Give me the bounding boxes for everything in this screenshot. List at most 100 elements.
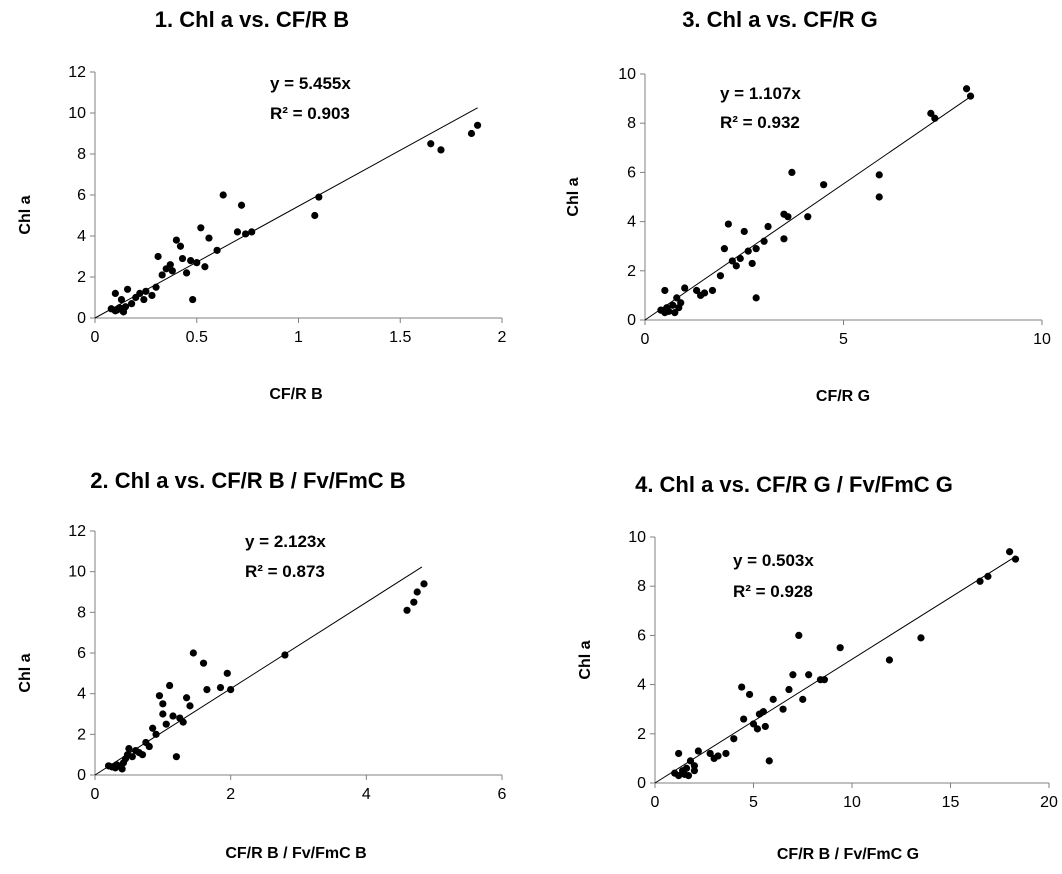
data-point	[804, 213, 812, 221]
data-point	[788, 168, 796, 176]
data-point	[233, 228, 242, 236]
chart-panel-3: 3. Chl a vs. CF/R G CF/R G Chl a y = 1.1…	[565, 7, 1051, 405]
data-point	[752, 245, 760, 253]
trend-equation-2: y = 2.123x	[245, 532, 326, 551]
data-point	[780, 235, 788, 243]
x-tick-label: 0	[91, 329, 100, 346]
data-point	[1011, 555, 1020, 563]
data-point	[760, 237, 768, 245]
data-point	[789, 671, 797, 679]
data-point	[836, 644, 844, 652]
data-point	[189, 649, 197, 657]
data-point	[693, 286, 701, 295]
y-tick-label: 6	[627, 164, 636, 181]
data-point	[145, 742, 153, 751]
x-tick-label: 6	[498, 786, 507, 803]
data-point	[744, 247, 752, 255]
x-axis-label-1: CF/R B	[269, 386, 322, 403]
data-point	[111, 289, 119, 297]
data-point	[219, 191, 227, 199]
data-point	[189, 295, 197, 304]
data-point	[241, 230, 250, 238]
data-point	[437, 146, 445, 154]
data-point	[227, 686, 235, 694]
data-point	[193, 259, 201, 267]
r-squared-label-2: R² = 0.873	[245, 562, 325, 581]
data-point	[728, 257, 736, 265]
data-point	[152, 283, 160, 291]
y-tick-label: 4	[637, 677, 646, 694]
data-point	[885, 656, 894, 664]
data-point	[172, 753, 180, 761]
data-point	[166, 261, 174, 269]
trendline-4	[654, 556, 1016, 784]
chart-title-1: 1. Chl a vs. CF/R B	[155, 7, 349, 32]
x-tick-label: 5	[839, 331, 848, 348]
data-point	[706, 749, 714, 758]
y-axis-label-2: Chl a	[17, 653, 34, 692]
y-tick-label: 10	[68, 564, 86, 581]
data-point	[684, 772, 693, 780]
data-point	[136, 289, 144, 297]
data-point	[694, 747, 702, 755]
data-point	[182, 269, 191, 277]
data-point	[117, 295, 126, 304]
data-point	[984, 572, 992, 580]
data-point	[675, 772, 683, 780]
data-point	[179, 718, 187, 726]
data-point	[311, 211, 319, 220]
data-point	[162, 720, 170, 728]
data-point	[769, 695, 777, 703]
data-point	[749, 720, 758, 728]
y-tick-label: 8	[77, 604, 86, 621]
trendline-3	[644, 96, 971, 321]
data-point	[722, 749, 730, 758]
data-point	[159, 710, 167, 718]
data-point	[216, 683, 225, 692]
data-point	[281, 651, 289, 659]
chart-title-2: 2. Chl a vs. CF/R B / Fv/FmC B	[90, 468, 405, 493]
x-tick-label: 15	[942, 794, 960, 811]
data-point	[128, 300, 136, 308]
trendline-1	[94, 107, 478, 319]
plot-area-4: 0 2 4 6 8 10 0 5 10 15 20	[628, 529, 1058, 811]
x-axis-label-4: CF/R B / Fv/FmC G	[777, 846, 919, 863]
plot-area-3: 0 2 4 6 8 10 0 5 10	[618, 66, 1051, 348]
data-point	[201, 263, 209, 271]
data-point	[199, 659, 208, 667]
data-point	[675, 749, 683, 758]
data-point	[740, 715, 748, 723]
data-point	[966, 92, 975, 100]
x-tick-label: 10	[843, 794, 861, 811]
data-point	[1006, 548, 1014, 556]
y-tick-label: 4	[77, 686, 86, 703]
y-tick-label: 2	[77, 269, 86, 286]
r-squared-label-4: R² = 0.928	[733, 582, 813, 601]
data-point	[690, 767, 699, 775]
x-tick-label: 0	[91, 786, 100, 803]
y-tick-label: 8	[637, 578, 646, 595]
y-tick-label: 2	[77, 726, 86, 743]
data-point	[665, 307, 673, 315]
data-point	[730, 735, 738, 743]
data-point	[152, 730, 160, 738]
data-point	[799, 695, 807, 703]
data-point	[976, 577, 984, 585]
data-point	[748, 259, 756, 268]
data-point	[962, 85, 971, 93]
data-point	[213, 246, 221, 254]
x-tick-label: 0.5	[186, 329, 208, 346]
chart-title-4: 4. Chl a vs. CF/R G / Fv/FmC G	[635, 472, 953, 497]
plot-area-1: 0 2 4 6 8 10 12 0 0.5 1 1.5 2	[68, 64, 506, 346]
y-tick-label: 2	[627, 263, 636, 280]
x-tick-label: 5	[749, 794, 758, 811]
data-point	[736, 254, 744, 263]
x-tick-label: 1.5	[389, 329, 411, 346]
data-point	[155, 692, 164, 700]
data-point	[820, 676, 829, 684]
x-tick-label: 1	[294, 329, 303, 346]
data-point	[123, 285, 132, 293]
data-point	[427, 140, 435, 148]
data-point	[805, 671, 813, 679]
data-point	[121, 303, 130, 311]
